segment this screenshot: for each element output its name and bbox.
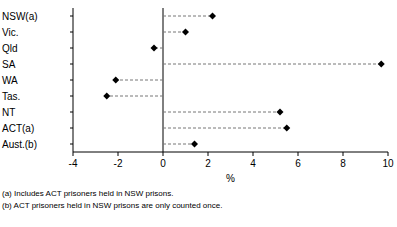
x-tick-label: 10 <box>382 158 394 169</box>
category-label: NT <box>2 107 15 118</box>
y-tick <box>70 48 73 49</box>
x-tick-label: -2 <box>114 158 123 169</box>
marker <box>277 109 284 116</box>
footnote: (a) Includes ACT prisoners held in NSW p… <box>2 189 173 198</box>
x-tick <box>388 152 389 156</box>
x-axis-label: % <box>226 173 235 184</box>
category-label: ACT(a) <box>2 123 34 134</box>
y-tick <box>70 128 73 129</box>
x-tick-label: -4 <box>69 158 78 169</box>
category-label: Tas. <box>2 91 20 102</box>
y-tick <box>70 16 73 17</box>
category-label: Qld <box>2 43 18 54</box>
y-tick <box>70 32 73 33</box>
category-label: NSW(a) <box>2 11 38 22</box>
stem <box>163 112 280 113</box>
y-tick <box>70 64 73 65</box>
stem <box>163 16 213 17</box>
x-tick <box>298 152 299 156</box>
marker <box>378 61 385 68</box>
y-tick <box>70 96 73 97</box>
stem <box>163 144 195 145</box>
y-tick <box>70 144 73 145</box>
x-tick-label: 8 <box>340 158 346 169</box>
marker <box>112 77 119 84</box>
marks <box>103 13 385 148</box>
marker <box>103 93 110 100</box>
x-tick <box>343 152 344 156</box>
stem <box>163 128 287 129</box>
marker <box>283 125 290 132</box>
category-label: SA <box>2 59 16 70</box>
x-axis-line <box>73 152 388 153</box>
x-tick <box>73 152 74 156</box>
x-tick <box>163 152 164 156</box>
marker <box>191 141 198 148</box>
marker <box>182 29 189 36</box>
x-tick-label: 0 <box>160 158 166 169</box>
marker <box>151 45 158 52</box>
category-label: Aust.(b) <box>2 139 37 150</box>
stem <box>116 80 163 81</box>
category-label: Vic. <box>2 27 19 38</box>
y-tick <box>70 80 73 81</box>
x-tick-label: 4 <box>250 158 256 169</box>
stem <box>107 96 163 97</box>
x-tick <box>118 152 119 156</box>
stem <box>163 64 381 65</box>
x-tick-label: 6 <box>295 158 301 169</box>
footnote: (b) ACT prisoners held in NSW prisons ar… <box>2 201 222 210</box>
x-tick <box>208 152 209 156</box>
y-tick <box>70 112 73 113</box>
marker <box>209 13 216 20</box>
x-tick-label: 2 <box>205 158 211 169</box>
category-label: WA <box>2 75 18 86</box>
chart: -4 -2 0 2 4 6 8 10% NSW(a) Vic. Qld SA WA Tas. NT ACT(a… <box>0 0 397 227</box>
x-tick <box>253 152 254 156</box>
